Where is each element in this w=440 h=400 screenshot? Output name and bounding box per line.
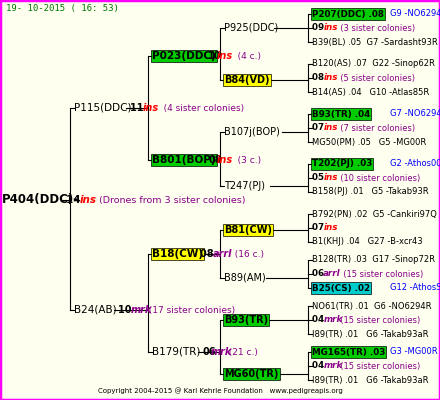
Text: ins: ins [323, 74, 338, 82]
Text: 11: 11 [130, 103, 147, 113]
Text: ins: ins [323, 124, 338, 132]
Text: Copyright 2004-2015 @ Karl Kehrle Foundation   www.pedigreapis.org: Copyright 2004-2015 @ Karl Kehrle Founda… [98, 387, 342, 394]
Text: 07: 07 [312, 124, 327, 132]
Text: (Drones from 3 sister colonies): (Drones from 3 sister colonies) [93, 196, 246, 204]
Text: 07: 07 [312, 224, 327, 232]
Text: B81(CW): B81(CW) [224, 225, 272, 235]
Text: (3 sister colonies): (3 sister colonies) [335, 24, 415, 32]
Text: G3 -MG00R: G3 -MG00R [390, 348, 438, 356]
Text: mrk: mrk [210, 347, 232, 357]
Text: B89(AM): B89(AM) [224, 273, 266, 283]
Text: 06: 06 [312, 270, 327, 278]
Text: 09: 09 [312, 24, 327, 32]
Text: B14(AS) .04   G10 -Atlas85R: B14(AS) .04 G10 -Atlas85R [312, 88, 429, 96]
Text: B120(AS) .07  G22 -Sinop62R: B120(AS) .07 G22 -Sinop62R [312, 60, 435, 68]
Text: T202(PJ) .03: T202(PJ) .03 [312, 160, 372, 168]
Text: (4 sister colonies): (4 sister colonies) [155, 104, 244, 112]
Text: B93(TR) .04: B93(TR) .04 [312, 110, 370, 118]
Text: B792(PN) .02  G5 -Cankiri97Q: B792(PN) .02 G5 -Cankiri97Q [312, 210, 437, 218]
Text: ins: ins [323, 224, 338, 232]
Text: (16 c.): (16 c.) [229, 250, 264, 258]
Text: (7 sister colonies): (7 sister colonies) [335, 124, 415, 132]
Text: arrl: arrl [213, 249, 232, 259]
Text: ins: ins [216, 51, 232, 61]
Text: 06: 06 [202, 347, 216, 357]
Text: ins: ins [216, 155, 232, 165]
Text: (10 sister colonies): (10 sister colonies) [335, 174, 420, 182]
Text: T247(PJ): T247(PJ) [224, 181, 265, 191]
Text: 14: 14 [66, 195, 84, 205]
Text: B39(BL) .05  G7 -Sardasht93R: B39(BL) .05 G7 -Sardasht93R [312, 38, 438, 46]
Text: 10: 10 [208, 51, 221, 61]
Text: B128(TR) .03  G17 -Sinop72R: B128(TR) .03 G17 -Sinop72R [312, 256, 435, 264]
Text: B84(VD): B84(VD) [224, 75, 269, 85]
Text: (15 sister colonies): (15 sister colonies) [335, 362, 420, 370]
Text: P023(DDC): P023(DDC) [152, 51, 216, 61]
Text: mrk: mrk [323, 316, 343, 324]
Text: B24(AB): B24(AB) [74, 305, 117, 315]
Text: P207(DDC) .08: P207(DDC) .08 [312, 10, 384, 18]
Text: B107j(BOP): B107j(BOP) [224, 127, 280, 137]
Text: MG165(TR) .03: MG165(TR) .03 [312, 348, 385, 356]
Text: 08: 08 [208, 155, 222, 165]
Text: ins: ins [323, 24, 338, 32]
Text: P404(DDC)-: P404(DDC)- [2, 194, 79, 206]
Text: G12 -AthosSt80R: G12 -AthosSt80R [390, 284, 440, 292]
Text: 19- 10-2015 ( 16: 53): 19- 10-2015 ( 16: 53) [6, 4, 119, 13]
Text: B158(PJ) .01   G5 -Takab93R: B158(PJ) .01 G5 -Takab93R [312, 188, 429, 196]
Text: 08: 08 [312, 74, 327, 82]
Text: ins: ins [80, 195, 96, 205]
Text: 05: 05 [312, 174, 327, 182]
Text: B179(TR): B179(TR) [152, 347, 200, 357]
Text: G2 -Athos00R: G2 -Athos00R [390, 160, 440, 168]
Text: B93(TR): B93(TR) [224, 315, 268, 325]
Text: G7 -NO6294R: G7 -NO6294R [390, 110, 440, 118]
Text: B801(BOP): B801(BOP) [152, 155, 216, 165]
Text: B18(CW): B18(CW) [152, 249, 203, 259]
Text: (17 sister colonies): (17 sister colonies) [143, 306, 235, 314]
Text: (15 sister colonies): (15 sister colonies) [338, 270, 424, 278]
Text: 04: 04 [312, 362, 327, 370]
Text: ins: ins [143, 103, 159, 113]
Text: B25(CS) .02: B25(CS) .02 [312, 284, 370, 292]
Text: 08: 08 [200, 249, 217, 259]
Text: (5 sister colonies): (5 sister colonies) [335, 74, 414, 82]
Text: (15 sister colonies): (15 sister colonies) [335, 316, 420, 324]
Text: I89(TR) .01   G6 -Takab93aR: I89(TR) .01 G6 -Takab93aR [312, 330, 429, 338]
Text: mrk: mrk [323, 362, 343, 370]
Text: ins: ins [323, 174, 338, 182]
Text: (21 c.): (21 c.) [223, 348, 258, 356]
Text: I89(TR) .01   G6 -Takab93aR: I89(TR) .01 G6 -Takab93aR [312, 376, 429, 384]
Text: (3 c.): (3 c.) [229, 156, 261, 164]
Text: P925(DDC): P925(DDC) [224, 23, 278, 33]
Text: B1(KHJ) .04   G27 -B-xcr43: B1(KHJ) .04 G27 -B-xcr43 [312, 238, 423, 246]
Text: MG50(PM) .05   G5 -MG00R: MG50(PM) .05 G5 -MG00R [312, 138, 426, 146]
Text: (4 c.): (4 c.) [229, 52, 261, 60]
Text: P115(DDC)-: P115(DDC)- [74, 103, 135, 113]
Text: NO61(TR) .01  G6 -NO6294R: NO61(TR) .01 G6 -NO6294R [312, 302, 432, 310]
Text: mrk: mrk [131, 305, 152, 315]
Text: MG60(TR): MG60(TR) [224, 369, 279, 379]
Text: 04: 04 [312, 316, 327, 324]
Text: G9 -NO6294R: G9 -NO6294R [390, 10, 440, 18]
Text: 10: 10 [118, 305, 135, 315]
Text: arrl: arrl [323, 270, 341, 278]
